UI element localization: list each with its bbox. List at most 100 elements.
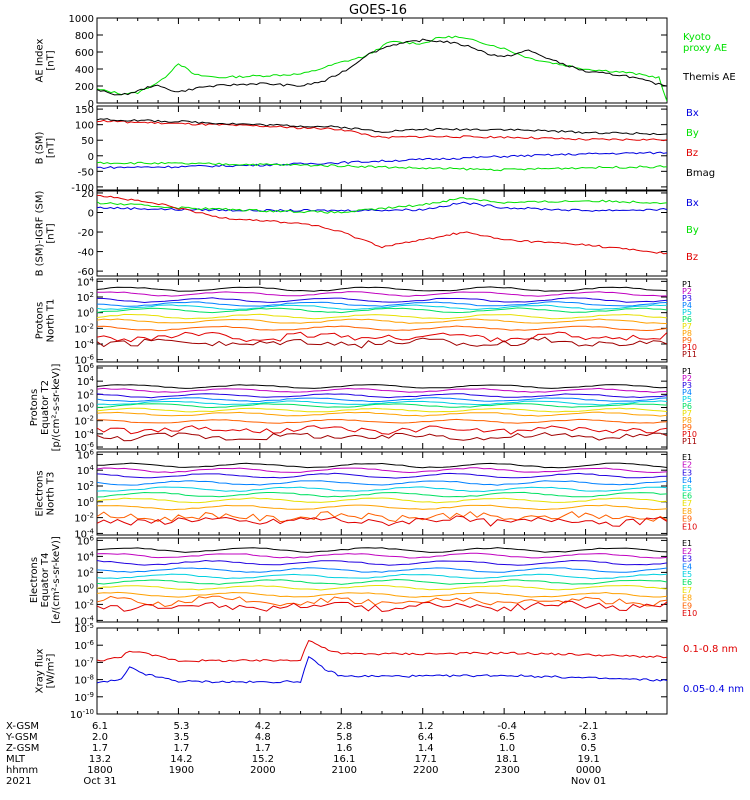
legend-p1: P1 [682, 280, 692, 289]
legend-e7: E7 [682, 586, 692, 595]
panel-elecE: 106 104 102 100 10-2 10-4 Electrons Equator T4[… [29, 534, 697, 627]
x-axis-value: 17.1 [415, 754, 437, 765]
legend-e3: E3 [682, 468, 692, 477]
x-axis-value: 14.2 [170, 754, 192, 765]
series-0-1-0-8-nm [97, 639, 667, 663]
figure-title: GOES-16 [349, 3, 407, 18]
x-axis-value: 1.0 [499, 743, 515, 754]
y-tick-label: 104 [77, 375, 95, 388]
y-tick-label: -100 [71, 183, 94, 194]
legend-e10: E10 [682, 609, 697, 618]
y-tick-label: 10-6 [74, 441, 94, 454]
legend-e2: E2 [682, 547, 692, 556]
y-axis-label: Equator T2 [40, 380, 51, 435]
y-tick-label: 10-4 [74, 338, 94, 351]
channel-p1 [97, 286, 667, 292]
y-tick-label: 102 [77, 480, 94, 493]
legend-e6: E6 [682, 492, 692, 501]
x-axis-value: 2000 [250, 765, 275, 776]
y-tick-label: 100 [77, 496, 94, 509]
y-tick-label: 106 [77, 534, 95, 547]
y-axis-label: North T3 [46, 472, 57, 516]
y-tick-label: 104 [77, 550, 95, 563]
series-by [97, 197, 667, 214]
panel-data [97, 384, 667, 442]
y-tick-label: 10-2 [74, 322, 94, 335]
y-tick-label: 800 [75, 31, 94, 42]
channel-p7 [97, 407, 667, 413]
y-tick-label: 10-2 [74, 415, 94, 428]
channel-p9 [97, 325, 667, 332]
channel-e4 [97, 567, 667, 573]
channel-e8 [97, 591, 667, 598]
x-axis-value: 6.1 [92, 721, 108, 732]
x-axis-value: 1900 [169, 765, 194, 776]
series-0-05-0-4-nm [97, 655, 667, 684]
legend-e3: E3 [682, 555, 692, 564]
legend-0-1-0-8-nm: 0.1-0.8 nm [683, 644, 738, 655]
channel-e9 [97, 511, 667, 523]
panel-data [97, 547, 667, 613]
legend-e7: E7 [682, 499, 692, 508]
panel-data [97, 118, 667, 172]
y-axis-label: Xray flux [35, 649, 46, 694]
y-axis-label: Electrons [29, 557, 40, 603]
channel-p11 [97, 336, 667, 349]
x-row-label: 2021 [6, 776, 31, 787]
channel-p11 [97, 432, 667, 442]
legend-p4: P4 [682, 388, 692, 397]
x-axis-value: 6.5 [499, 732, 515, 743]
legend-p1: P1 [682, 367, 692, 376]
y-tick-label: 106 [77, 362, 95, 375]
channel-e2 [97, 552, 667, 559]
y-tick-label: 1000 [69, 14, 94, 25]
channel-e3 [97, 559, 667, 566]
x-row-label: Z-GSM [6, 743, 39, 754]
x-axis-value: 4.8 [255, 732, 271, 743]
legend-p7: P7 [682, 322, 692, 331]
channel-e1 [97, 462, 667, 469]
legend-bz: Bz [686, 148, 698, 159]
y-tick-label: 10-2 [74, 512, 94, 525]
legend-e9: E9 [682, 601, 692, 610]
channel-p6 [97, 307, 667, 314]
legend-e6: E6 [682, 578, 692, 587]
x-axis-value: 1.4 [418, 743, 434, 754]
x-axis-value: 1.2 [418, 721, 434, 732]
channel-e6 [97, 578, 667, 585]
y-tick-label: 10-7 [74, 656, 94, 669]
x-axis-value: 1.7 [92, 743, 108, 754]
series-bmag [97, 118, 667, 136]
legend-p2: P2 [682, 287, 692, 296]
channel-p4 [97, 301, 667, 307]
x-axis-value: 15.2 [252, 754, 274, 765]
y-tick-label: -60 [78, 267, 94, 278]
channel-p2 [97, 291, 667, 297]
legend-p11: P11 [682, 350, 697, 359]
x-axis-value: 2300 [494, 765, 519, 776]
y-tick-label: 10-4 [74, 614, 94, 627]
y-axis-label: B (SM) [35, 131, 46, 164]
channel-e5 [97, 573, 667, 580]
series-themis-ae [97, 38, 667, 96]
y-tick-label: 50 [81, 136, 94, 147]
series-kyoto-proxy-ae [97, 35, 667, 102]
channel-e3 [97, 472, 667, 479]
channel-p3 [97, 297, 667, 304]
y-axis-label: [nT] [46, 50, 57, 70]
x-axis-value: -2.1 [579, 721, 599, 732]
legend-e2: E2 [682, 461, 692, 470]
legend-bz: Bz [686, 252, 698, 263]
legend-e5: E5 [682, 570, 692, 579]
channel-p7 [97, 313, 667, 320]
y-tick-label: 10-9 [74, 691, 94, 704]
x-axis-value: 19.1 [577, 754, 599, 765]
y-tick-label: 106 [77, 448, 95, 461]
panel-bsm: -100 -50 0 50 100 150 B (SM) [nT] Bx By Bz Bmag [35, 105, 716, 194]
channel-e6 [97, 491, 667, 498]
legend-kyoto-proxy-ae: proxy AE [683, 43, 727, 54]
legend-bx: Bx [686, 198, 699, 209]
channel-p10 [97, 331, 667, 343]
x-axis-value: Nov 01 [571, 776, 606, 787]
